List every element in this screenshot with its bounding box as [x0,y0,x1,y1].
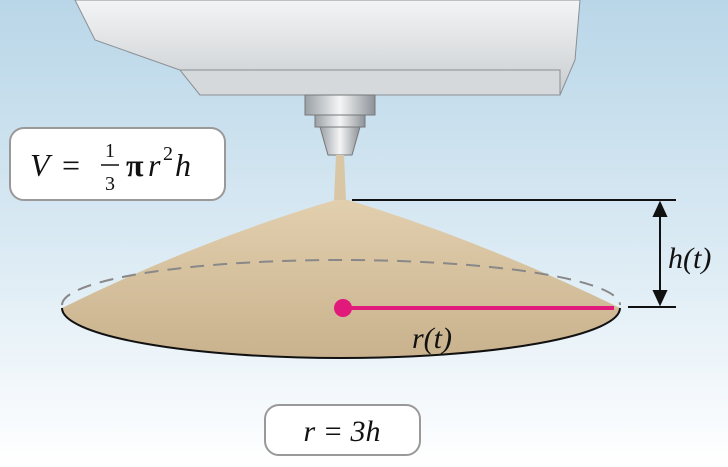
radius-label: r(t) [412,322,452,355]
radius-center [334,299,352,317]
formula-numerator: 1 [105,140,115,162]
relation: r = 3h [304,415,381,448]
formula-denominator: 3 [105,173,115,195]
height-label: h(t) [668,242,711,275]
diagram: h(t) r(t) V = 1 3 π r 2 h r = 3h [0,0,728,467]
formula-exponent: 2 [163,143,173,165]
formula-pi: π [126,147,144,183]
formula-r: r [148,147,161,183]
formula-h: h [175,147,191,183]
formula-equals: = [62,147,80,183]
